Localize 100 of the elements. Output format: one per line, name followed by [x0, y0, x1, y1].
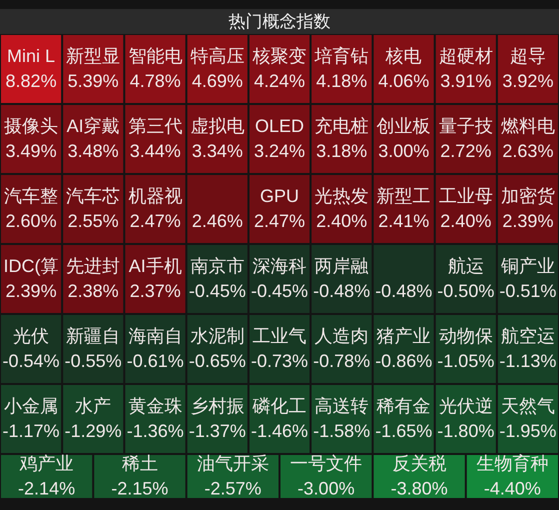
- data-label: -2.57%: [204, 478, 262, 498]
- data-label: 2.72%: [440, 140, 492, 161]
- category-label: 两岸融: [314, 256, 369, 276]
- category-label: 创业板: [376, 116, 431, 136]
- data-label: 2.46%: [192, 210, 243, 231]
- category-label: 小金属: [4, 396, 58, 416]
- category-label: 充电桩: [314, 116, 369, 136]
- data-label: -3.00%: [298, 478, 355, 498]
- data-label: 3.91%: [440, 70, 492, 91]
- category-label: 工业母: [438, 186, 493, 206]
- category-label: 汽车整: [4, 186, 58, 206]
- category-label: 深海科: [252, 256, 306, 276]
- category-label: 加密货: [500, 186, 555, 206]
- data-label: 4.69%: [192, 70, 243, 91]
- category-label: 超硬材: [438, 46, 493, 66]
- category-label: 生物育种: [476, 453, 548, 474]
- category-label: 稀有金: [376, 396, 431, 416]
- data-label: 2.41%: [378, 210, 430, 231]
- data-label: 3.44%: [130, 140, 181, 161]
- category-label: AI穿戴: [66, 116, 120, 136]
- data-label: 2.55%: [68, 210, 119, 231]
- category-label: 智能电: [128, 46, 182, 66]
- data-label: 3.92%: [502, 70, 554, 91]
- category-label: 新型显: [66, 46, 120, 66]
- category-label: 航空运: [500, 326, 555, 346]
- category-label: 高送转: [314, 396, 369, 416]
- data-label: 8.82%: [6, 70, 57, 91]
- data-label: -0.61%: [126, 350, 184, 371]
- category-label: 新疆自: [66, 326, 120, 346]
- category-label: 先进封: [66, 256, 120, 276]
- category-label: 乡村振: [190, 396, 244, 416]
- data-label: 2.38%: [68, 280, 119, 301]
- category-label: 燃料电: [500, 116, 555, 136]
- category-label: 稀土: [122, 453, 158, 474]
- category-label: 汽车芯: [66, 186, 120, 206]
- data-label: -0.48%: [375, 280, 432, 301]
- data-label: 3.18%: [316, 140, 368, 161]
- category-label: 天然气: [500, 396, 555, 416]
- category-label: 工业气: [252, 326, 306, 346]
- category-label: 光伏逆: [438, 396, 493, 416]
- category-label: 培育钻: [314, 46, 369, 66]
- data-label: -1.95%: [499, 420, 556, 441]
- data-label: -1.58%: [313, 420, 370, 441]
- category-label: 反关税: [392, 453, 446, 474]
- data-label: -1.05%: [437, 350, 494, 371]
- category-label: 铜产业: [500, 256, 555, 276]
- data-label: -0.51%: [499, 280, 556, 301]
- data-label: -0.50%: [437, 280, 494, 301]
- data-label: -0.65%: [188, 350, 246, 371]
- data-label: -0.48%: [313, 280, 370, 301]
- data-label: -0.86%: [375, 350, 432, 371]
- category-label: 第三代: [128, 116, 182, 136]
- data-label: 3.34%: [192, 140, 243, 161]
- category-label: 磷化工: [252, 396, 306, 416]
- category-label: 人造肉: [314, 326, 369, 346]
- category-label: GPU: [260, 186, 300, 206]
- data-label: -1.29%: [64, 420, 122, 441]
- data-label: -2.14%: [18, 478, 76, 498]
- data-label: -1.65%: [375, 420, 432, 441]
- category-label: 鸡产业: [18, 453, 74, 474]
- data-label: 2.40%: [316, 210, 368, 231]
- category-label: Mini L: [7, 46, 56, 66]
- data-label: 2.63%: [502, 140, 554, 161]
- data-label: 4.18%: [316, 70, 368, 91]
- category-label: 核电: [384, 46, 422, 66]
- category-label: 海南自: [128, 326, 182, 346]
- data-label: 3.00%: [378, 140, 430, 161]
- category-label: 南京市: [190, 256, 244, 276]
- category-label: 光伏: [13, 326, 50, 346]
- category-label: 虚拟电: [190, 116, 244, 136]
- data-label: 2.37%: [130, 280, 181, 301]
- data-label: -3.80%: [390, 478, 448, 498]
- category-label: 猪产业: [376, 326, 431, 346]
- data-label: -1.36%: [126, 420, 184, 441]
- category-label: 摄像头: [4, 116, 58, 136]
- data-label: 2.39%: [6, 280, 57, 301]
- category-label: 核聚变: [252, 46, 306, 66]
- data-label: 5.39%: [68, 70, 119, 91]
- category-label: OLED: [254, 116, 304, 136]
- data-label: 2.40%: [440, 210, 492, 231]
- data-label: -0.45%: [250, 280, 308, 301]
- data-label: -0.73%: [250, 350, 308, 371]
- data-label: 4.24%: [254, 70, 306, 91]
- category-label: 超导: [510, 46, 546, 66]
- data-label: -2.15%: [111, 478, 168, 498]
- data-label: 2.47%: [254, 210, 306, 231]
- data-label: -0.55%: [64, 350, 122, 371]
- category-label: 黄金珠: [128, 396, 182, 416]
- category-label: 光热发: [314, 186, 369, 206]
- category-label: 量子技: [438, 116, 493, 136]
- data-label: 4.78%: [130, 70, 181, 91]
- data-label: -4.40%: [484, 478, 541, 498]
- text: 热门概念指数: [228, 12, 330, 31]
- category-label: 水产: [75, 396, 112, 416]
- data-label: 2.47%: [130, 210, 181, 231]
- data-label: -1.13%: [499, 350, 556, 371]
- category-label: 一号文件: [290, 453, 362, 474]
- data-label: -0.78%: [313, 350, 370, 371]
- category-label: 油气开采: [196, 453, 269, 474]
- category-label: AI手机: [128, 256, 182, 276]
